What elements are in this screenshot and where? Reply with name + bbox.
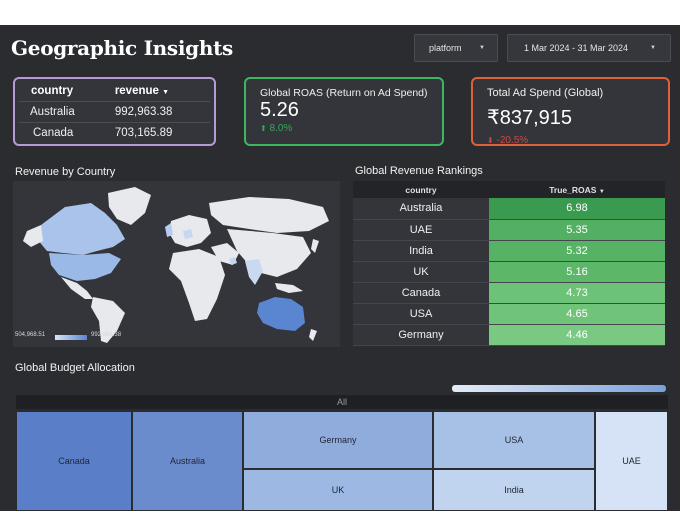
budget-treemap[interactable]: Canada Australia Germany USA UK India UAE xyxy=(16,411,668,511)
table-row[interactable]: Australia 6.98 xyxy=(353,198,665,220)
roas-scorecard: Global ROAS (Return on Ad Spend) 5.26 ⬆ … xyxy=(244,77,444,146)
roas-value: 5.26 xyxy=(260,99,299,121)
table-row[interactable]: UAE 5.35 xyxy=(353,219,665,241)
budget-title: Global Budget Allocation xyxy=(15,362,135,374)
ad-spend-label: Total Ad Spend (Global) xyxy=(487,87,604,99)
date-range-label: 1 Mar 2024 - 31 Mar 2024 xyxy=(524,43,629,53)
column-header-revenue[interactable]: revenue ▼ xyxy=(108,81,210,102)
map-legend-gradient xyxy=(55,335,87,340)
platform-filter-label: platform xyxy=(429,43,462,53)
caret-down-icon: ▼ xyxy=(650,45,656,51)
revenue-map[interactable]: 504,968.51 992,963.38 xyxy=(13,181,340,347)
cell-country: India xyxy=(353,240,489,262)
arrow-down-icon: ⬇ xyxy=(487,136,494,145)
cell-country: USA xyxy=(353,303,489,325)
cell-true-roas: 4.65 xyxy=(489,303,665,325)
dashboard: Geographic Insights platform ▼ 1 Mar 202… xyxy=(0,25,680,511)
treemap-tile-germany[interactable]: Germany xyxy=(243,411,433,469)
column-header-country[interactable]: country xyxy=(353,181,489,198)
map-legend-min: 504,968.51 xyxy=(15,332,46,338)
treemap-tile-uae[interactable]: UAE xyxy=(595,411,668,511)
map-canada xyxy=(37,203,125,255)
treemap-tile-india[interactable]: India xyxy=(433,469,595,511)
revenue-table: country revenue ▼ Australia 992,963.38 C… xyxy=(19,81,210,143)
map-title: Revenue by Country xyxy=(15,166,116,178)
date-range-picker[interactable]: 1 Mar 2024 - 31 Mar 2024 ▼ xyxy=(507,34,671,62)
sort-desc-icon: ▼ xyxy=(598,188,605,195)
table-row[interactable]: Australia 992,963.38 xyxy=(19,101,210,123)
treemap-root-label[interactable]: All xyxy=(16,395,668,409)
table-row[interactable]: UK 5.16 xyxy=(353,261,665,283)
table-row[interactable]: Canada 4.73 xyxy=(353,282,665,304)
ad-spend-delta: ⬇ -20.5% xyxy=(487,135,529,146)
map-germany xyxy=(183,229,193,239)
sort-desc-icon: ▼ xyxy=(162,89,170,96)
cell-true-roas: 4.73 xyxy=(489,282,665,304)
column-header-country[interactable]: country xyxy=(19,81,109,102)
cell-true-roas: 4.46 xyxy=(489,324,665,346)
ad-spend-value: ₹837,915 xyxy=(487,107,573,129)
arrow-up-icon: ⬆ xyxy=(260,124,267,133)
cell-country: Australia xyxy=(353,198,489,220)
table-row[interactable]: Canada 703,165.89 xyxy=(19,123,210,144)
treemap-tile-canada[interactable]: Canada xyxy=(16,411,132,511)
map-legend-max: 992,963.38 xyxy=(91,332,122,338)
platform-filter[interactable]: platform ▼ xyxy=(414,34,498,62)
map-australia xyxy=(257,297,305,331)
map-greenland xyxy=(108,187,151,225)
treemap-tile-usa[interactable]: USA xyxy=(433,411,595,469)
cell-country: Canada xyxy=(33,127,74,139)
rankings-table: country True_ROAS ▼ Australia 6.98 UAE 5.35… xyxy=(353,181,665,346)
treemap-tile-uk[interactable]: UK xyxy=(243,469,433,511)
cell-true-roas: 5.16 xyxy=(489,261,665,283)
table-row[interactable]: USA 4.65 xyxy=(353,303,665,325)
cell-true-roas: 5.35 xyxy=(489,219,665,241)
world-map xyxy=(23,187,329,343)
cell-country: UK xyxy=(353,261,489,283)
column-header-true-roas[interactable]: True_ROAS ▼ xyxy=(489,181,665,198)
roas-label: Global ROAS (Return on Ad Spend) xyxy=(260,87,428,99)
cell-country: Canada xyxy=(353,282,489,304)
cell-true-roas: 6.98 xyxy=(489,198,665,220)
rankings-title: Global Revenue Rankings xyxy=(355,165,483,177)
table-row[interactable]: India 5.32 xyxy=(353,240,665,262)
roas-delta: ⬆ 8.0% xyxy=(260,123,293,134)
map-uae xyxy=(229,257,237,265)
ad-spend-scorecard: Total Ad Spend (Global) ₹837,915 ⬇ -20.5… xyxy=(471,77,670,146)
cell-country: Australia xyxy=(19,101,109,123)
revenue-table-card: country revenue ▼ Australia 992,963.38 C… xyxy=(13,77,216,146)
caret-down-icon: ▼ xyxy=(479,45,485,51)
map-india xyxy=(245,259,263,285)
cell-country: UAE xyxy=(353,219,489,241)
table-row[interactable]: Germany 4.46 xyxy=(353,324,665,346)
map-usa xyxy=(49,253,121,281)
cell-revenue: 703,165.89 xyxy=(114,127,173,139)
cell-revenue: 992,963.38 xyxy=(108,101,210,123)
cell-true-roas: 5.32 xyxy=(489,240,665,262)
treemap-tile-australia[interactable]: Australia xyxy=(132,411,243,511)
budget-color-legend xyxy=(452,385,666,392)
page-title: Geographic Insights xyxy=(11,36,233,60)
cell-country: Germany xyxy=(353,324,489,346)
map-uk xyxy=(165,223,173,237)
